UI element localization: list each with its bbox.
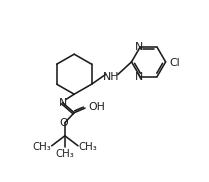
Text: CH₃: CH₃	[56, 149, 74, 159]
Text: N: N	[135, 42, 143, 52]
Text: NH: NH	[103, 72, 120, 82]
Text: CH₃: CH₃	[79, 142, 98, 152]
Text: O: O	[60, 118, 68, 128]
Text: CH₃: CH₃	[32, 142, 51, 152]
Text: N: N	[135, 72, 143, 82]
Text: Cl: Cl	[169, 58, 180, 68]
Text: OH: OH	[88, 102, 105, 112]
Text: N: N	[59, 98, 67, 108]
